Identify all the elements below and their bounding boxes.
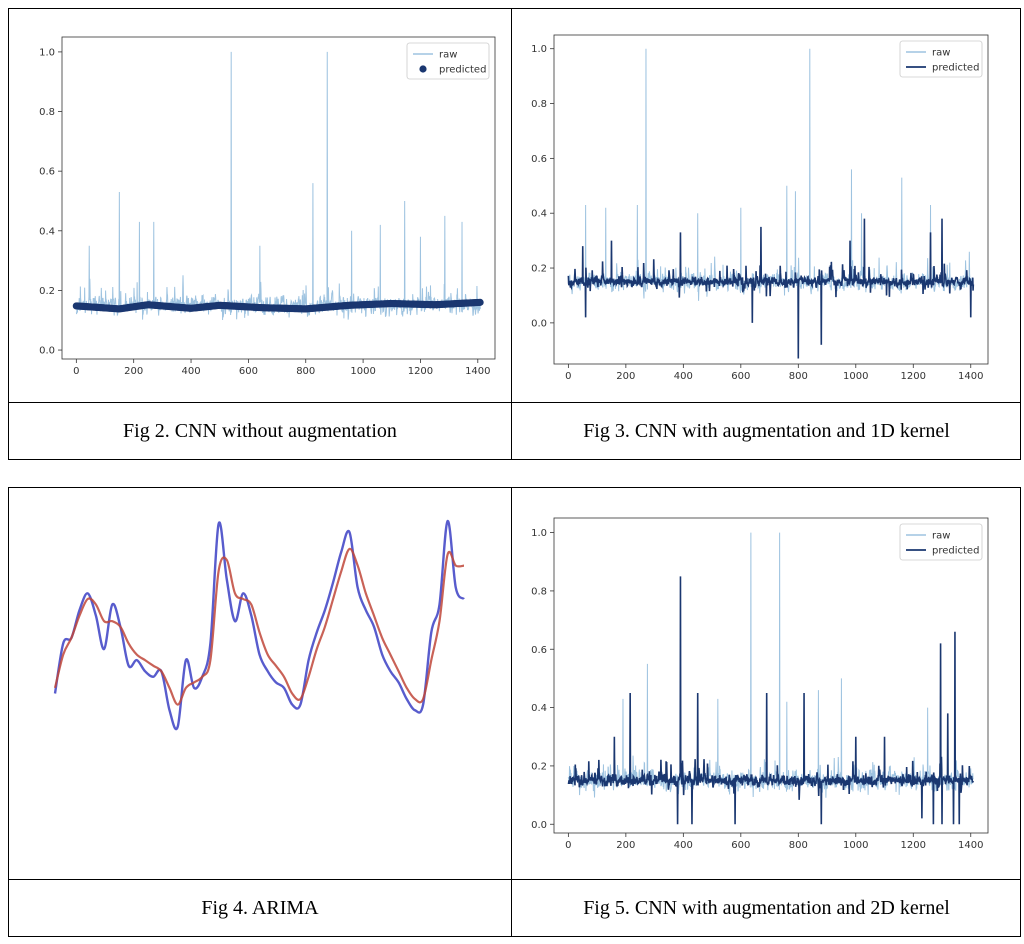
fig2-predicted-series: [72, 298, 484, 313]
fig3-predicted-series: [567, 218, 975, 359]
fig3-xtick-label: 1400: [958, 371, 983, 382]
fig3-xtick-label: 200: [616, 371, 635, 382]
fig2-xtick-label: 600: [239, 366, 258, 377]
bottom-figure-table: 0 200 400 600 800 1000 1200 1400 0.0 0.2 0.4 0.6 0.8…: [8, 487, 1021, 937]
fig5-chart: 0 200 400 600 800 1000 1200 1400 0.0 0.2 0.4 0.6 0.8…: [531, 517, 989, 851]
fig4-plot-cell: [9, 488, 511, 879]
fig2-xtick-label: 0: [73, 366, 79, 377]
fig4-fitted-series: [53, 547, 465, 706]
fig2-xtick-label: 400: [181, 366, 200, 377]
fig3-frame: [553, 34, 989, 365]
fig2-ytick-label: 0.2: [39, 286, 55, 297]
fig3-ytick-label: 0.8: [531, 99, 547, 110]
fig2-plot-cell: 0 200 400 600 800 1000 1200 1400 0.0 0.2 0.4 0.6 0.8…: [9, 9, 511, 402]
fig2-xtick-label: 1400: [465, 366, 490, 377]
fig3-axes: 0 200 400 600 800 1000 1200 1400 0.0 0.2 0.4 0.6 0.8…: [531, 44, 983, 382]
fig3-ytick-label: 0.6: [531, 154, 547, 165]
fig5-xtick-label: 400: [674, 840, 693, 851]
fig3-ytick-label: 0.4: [531, 209, 547, 220]
fig2-frame: [61, 36, 496, 360]
fig2-ytick-label: 0.4: [39, 226, 55, 237]
fig3-legend: raw predicted: [899, 40, 983, 78]
fig2-xtick-label: 800: [296, 366, 315, 377]
fig2-caption: Fig 2. CNN without augmentation: [9, 402, 511, 459]
fig2-ytick-label: 0.6: [39, 167, 55, 178]
fig3-plot-cell: 0 200 400 600 800 1000 1200 1400 0.0 0.2 0.4 0.6 0.8…: [511, 9, 1021, 402]
fig2-ytick-label: 0.8: [39, 107, 55, 118]
fig2-xtick-label: 200: [124, 366, 143, 377]
fig2-legend: raw predicted: [406, 42, 490, 80]
fig2-legend-predicted-label: predicted: [439, 65, 486, 76]
fig3-raw-series: [567, 48, 974, 301]
fig2-predicted-point: [476, 298, 484, 306]
fig5-frame: [553, 517, 989, 834]
fig3-xtick-label: 400: [674, 371, 693, 382]
fig2-ytick-label: 1.0: [39, 47, 55, 58]
fig5-ytick-label: 0.0: [531, 820, 547, 831]
fig2-chart: 0 200 400 600 800 1000 1200 1400 0.0 0.2 0.4 0.6 0.8…: [39, 36, 496, 377]
fig3-ytick-label: 0.2: [531, 264, 547, 275]
fig5-predicted-series: [567, 576, 975, 825]
fig5-ytick-label: 0.2: [531, 761, 547, 772]
fig5-ytick-label: 1.0: [531, 528, 547, 539]
fig5-legend: raw predicted: [899, 523, 983, 561]
fig5-xtick-label: 1200: [901, 840, 926, 851]
fig5-xtick-label: 200: [616, 840, 635, 851]
fig5-plot-cell: 0 200 400 600 800 1000 1200 1400 0.0 0.2 0.4 0.6 0.8…: [511, 488, 1021, 879]
fig2-ytick-label: 0.0: [39, 346, 55, 357]
fig5-xtick-label: 600: [731, 840, 750, 851]
fig5-xtick-label: 0: [565, 840, 571, 851]
fig2-legend-raw-label: raw: [439, 50, 457, 61]
fig3-xtick-label: 0: [565, 371, 571, 382]
top-figure-table: 0 200 400 600 800 1000 1200 1400 0.0 0.2 0.4 0.6 0.8…: [8, 8, 1021, 460]
fig5-ytick-label: 0.6: [531, 645, 547, 656]
fig3-ytick-label: 0.0: [531, 318, 547, 329]
fig4-chart: [53, 519, 465, 731]
fig5-raw-series: [567, 532, 974, 798]
fig5-ytick-label: 0.8: [531, 586, 547, 597]
fig5-xtick-label: 1400: [958, 840, 983, 851]
fig3-xtick-label: 600: [731, 371, 750, 382]
fig3-legend-raw-label: raw: [932, 48, 950, 59]
fig4-caption: Fig 4. ARIMA: [9, 879, 511, 936]
fig3-xtick-label: 1200: [901, 371, 926, 382]
fig2-axes: 0 200 400 600 800 1000 1200 1400 0.0 0.2 0.4 0.6 0.8…: [39, 47, 490, 377]
fig3-xtick-label: 800: [789, 371, 808, 382]
fig3-caption: Fig 3. CNN with augmentation and 1D kern…: [511, 402, 1021, 459]
fig2-xtick-label: 1200: [408, 366, 433, 377]
fig2-raw-series: [75, 51, 481, 320]
fig3-xtick-label: 1000: [843, 371, 868, 382]
fig5-caption: Fig 5. CNN with augmentation and 2D kern…: [511, 879, 1021, 936]
fig3-legend-predicted-label: predicted: [932, 63, 979, 74]
fig5-xtick-label: 1000: [843, 840, 868, 851]
fig4-actual-series: [53, 519, 465, 731]
fig5-axes: 0 200 400 600 800 1000 1200 1400 0.0 0.2 0.4 0.6 0.8…: [531, 528, 983, 851]
fig5-legend-predicted-label: predicted: [932, 546, 979, 557]
fig5-legend-raw-label: raw: [932, 531, 950, 542]
fig5-xtick-label: 800: [789, 840, 808, 851]
fig2-legend-predicted-swatch: [419, 65, 427, 73]
fig2-xtick-label: 1000: [350, 366, 375, 377]
fig3-ytick-label: 1.0: [531, 44, 547, 55]
fig5-ytick-label: 0.4: [531, 703, 547, 714]
fig3-chart: 0 200 400 600 800 1000 1200 1400 0.0 0.2 0.4 0.6 0.8…: [531, 34, 989, 382]
